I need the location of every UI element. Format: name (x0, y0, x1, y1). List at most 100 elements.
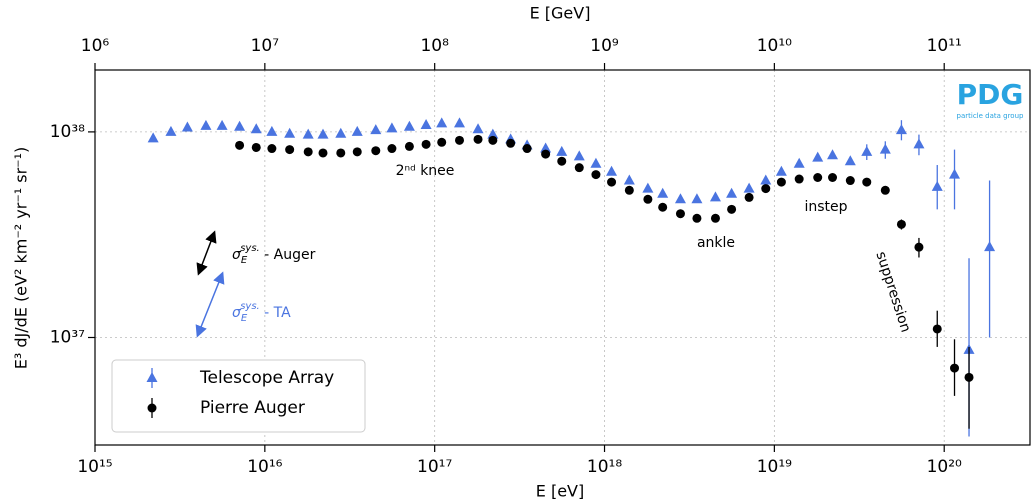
marker (573, 150, 585, 161)
grid (94, 70, 1030, 445)
symbol: σ (232, 305, 242, 321)
marker (454, 117, 466, 128)
marker (267, 144, 277, 154)
marker (540, 142, 552, 153)
marker (658, 202, 668, 212)
marker (556, 145, 568, 156)
marker (420, 119, 432, 130)
marker (879, 143, 891, 154)
x-tick-label: 10¹⁷ (417, 457, 452, 477)
marker (675, 209, 685, 219)
marker (351, 125, 363, 136)
marker (472, 123, 484, 134)
annotation: ankle (697, 235, 735, 251)
marker (776, 177, 786, 187)
sup: sys. (240, 243, 260, 254)
marker (896, 219, 906, 229)
x-tick-label: 10¹⁸ (587, 457, 622, 477)
marker (370, 124, 382, 135)
marker (607, 177, 617, 187)
marker (181, 121, 193, 132)
x2-tick-label: 10¹⁰ (757, 36, 792, 56)
x2-tick-label: 10¹¹ (927, 36, 962, 56)
marker (386, 122, 398, 133)
marker (931, 180, 943, 191)
marker (266, 125, 278, 136)
annotation: suppression (872, 250, 913, 335)
marker (437, 137, 447, 147)
systematics-label: σEsys. - TA (232, 301, 291, 324)
marker (436, 117, 448, 128)
marker (760, 174, 772, 185)
marker (557, 156, 567, 166)
legend-marker (146, 372, 158, 382)
marker (691, 193, 703, 204)
marker (709, 191, 721, 202)
plot-frame (94, 69, 1031, 446)
marker (285, 145, 295, 155)
marker (216, 119, 228, 130)
marker (473, 134, 483, 144)
annotation: instep (804, 199, 847, 215)
x2-tick-label: 10⁷ (251, 36, 280, 56)
marker (827, 149, 839, 160)
marker (642, 182, 654, 193)
symbol: σ (232, 247, 242, 263)
logo-subtitle: particle data group (957, 112, 1025, 120)
marker (317, 128, 329, 139)
marker (303, 147, 313, 157)
legend (111, 359, 366, 433)
x2-tick-label: 10⁹ (590, 36, 619, 56)
marker (506, 138, 516, 148)
marker (200, 119, 212, 130)
systematics-label: σEsys. - Auger (232, 243, 316, 266)
sub: E (241, 255, 248, 266)
x-tick-label: 10¹⁵ (77, 457, 112, 477)
marker (487, 128, 499, 139)
marker (590, 157, 602, 168)
marker (812, 151, 824, 162)
y-tick-label: 10³⁸ (50, 122, 85, 142)
marker (284, 127, 296, 138)
marker (793, 157, 805, 168)
marker (726, 187, 738, 198)
marker (371, 146, 381, 156)
marker (844, 155, 856, 166)
marker (950, 363, 960, 373)
marker (744, 192, 754, 202)
marker (318, 148, 328, 158)
marker (522, 144, 532, 154)
y-tick-label: 10³⁷ (50, 327, 85, 347)
legend-label: Pierre Auger (200, 398, 305, 418)
marker (743, 182, 755, 193)
marker (403, 120, 415, 131)
y-axis-label: E³ dJ/dE (eV² km⁻² yr⁻¹ sr⁻¹) (12, 147, 31, 370)
marker (949, 168, 961, 179)
marker (710, 213, 720, 223)
marker (657, 187, 669, 198)
marker (251, 142, 261, 152)
x2-axis-label: E [GeV] (530, 4, 591, 23)
marker (913, 138, 925, 149)
x2-tick-label: 10⁸ (420, 36, 449, 56)
marker (674, 193, 686, 204)
arrow (195, 271, 225, 338)
marker (387, 144, 397, 154)
marker (862, 177, 872, 187)
marker (623, 174, 635, 185)
marker (574, 163, 584, 173)
marker (541, 149, 551, 159)
marker (643, 194, 653, 204)
marker (813, 173, 823, 183)
marker (914, 242, 924, 252)
legend-marker (147, 403, 157, 413)
marker (421, 139, 431, 149)
marker (761, 184, 771, 194)
marker (352, 147, 362, 157)
arrow (196, 230, 217, 276)
marker (165, 125, 177, 136)
marker (404, 141, 414, 151)
marker (828, 173, 838, 183)
text: - TA (260, 305, 291, 321)
marker (250, 123, 262, 134)
